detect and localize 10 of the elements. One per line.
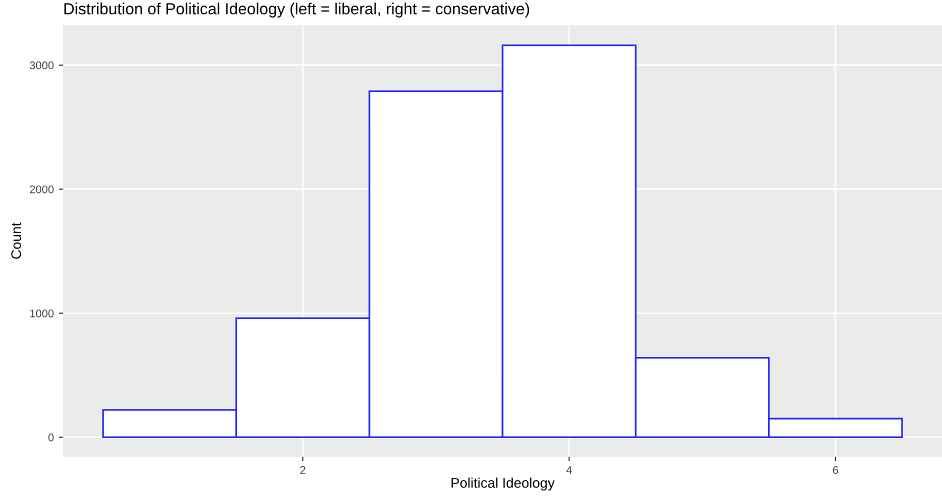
y-tick-label: 3000 xyxy=(30,61,54,70)
x-tick-label: 4 xyxy=(566,466,572,474)
x-tick-label: 6 xyxy=(832,466,838,474)
y-axis-title: Count xyxy=(11,222,22,259)
y-tick-label: 1000 xyxy=(30,309,54,318)
x-axis-title: Political Ideology xyxy=(452,478,555,491)
x-tick-label: 2 xyxy=(300,466,306,474)
y-tick-label: 2000 xyxy=(30,185,54,194)
chart-title: Distribution of Political Ideology (left = liberal, right = conservative) xyxy=(64,2,530,18)
y-tick-label: 0 xyxy=(48,433,54,442)
